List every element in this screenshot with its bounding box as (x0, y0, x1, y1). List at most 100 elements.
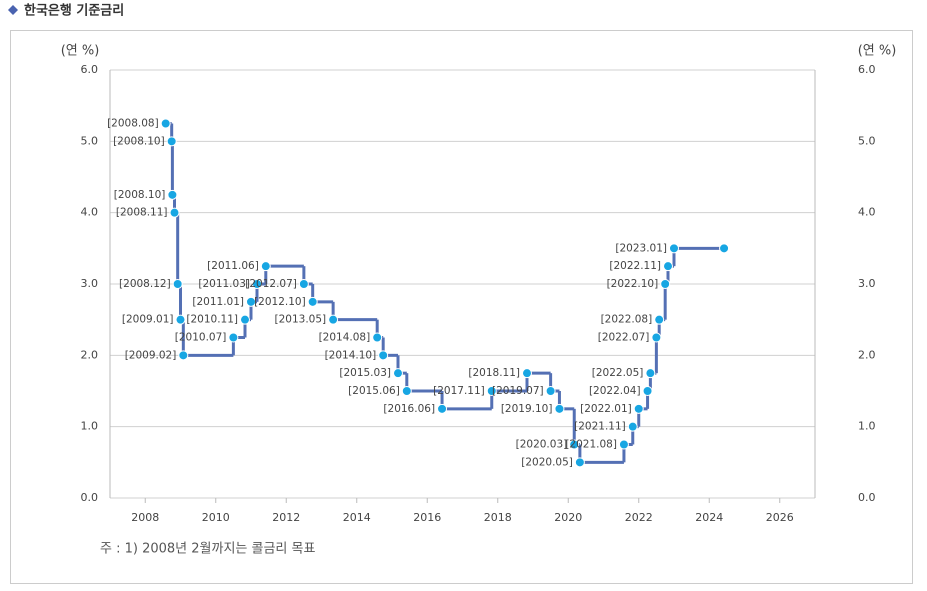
point-label: [2022.05] (592, 367, 644, 379)
point (522, 368, 533, 379)
y2-tick-label: 3.0 (858, 277, 876, 290)
point-label: [2008.10] (113, 135, 165, 147)
point (392, 368, 403, 379)
point-label: [2011.06] (207, 260, 259, 272)
x-tick-label: 2014 (343, 511, 371, 524)
point (486, 386, 497, 396)
point (160, 118, 171, 129)
point-label: [2012.07] (245, 278, 297, 290)
point-label: [2018.11] (468, 367, 520, 379)
point (437, 403, 448, 414)
point-label: [2008.11] (116, 207, 168, 219)
point (618, 439, 629, 450)
point (554, 403, 565, 414)
point-label: [2020.05] (521, 456, 573, 468)
y-tick-label: 0.0 (81, 491, 99, 504)
x-tick-label: 2022 (625, 511, 653, 524)
point-label: [2017.11] (433, 385, 485, 397)
point (719, 243, 730, 254)
point (663, 261, 674, 272)
frame (10, 30, 913, 584)
x-tick-label: 2012 (272, 511, 300, 524)
x-tick-label: 2024 (695, 511, 723, 524)
point-label: [2021.11] (574, 421, 626, 433)
point (328, 314, 339, 325)
point (178, 350, 189, 361)
point-label: [2016.06] (383, 403, 435, 415)
point-label: [2013.05] (275, 314, 327, 326)
y-tick-label: 4.0 (81, 206, 99, 219)
point (167, 189, 178, 200)
point (669, 243, 679, 254)
x-tick-label: 2026 (766, 511, 794, 524)
point-label: [2012.10] (254, 296, 306, 308)
point-label: [2019.10] (501, 403, 553, 415)
point (574, 457, 585, 468)
point-label: [2008.12] (119, 278, 171, 290)
point-label: [2022.10] (607, 278, 659, 290)
point (307, 296, 318, 307)
point (645, 368, 656, 379)
point (246, 296, 256, 307)
point (642, 386, 653, 396)
point (175, 314, 186, 325)
point-label: [2014.10] (325, 349, 377, 361)
y-tick-label: 2.0 (81, 348, 99, 361)
point-label: [2009.01] (122, 314, 174, 326)
point (627, 421, 638, 432)
chart-title: 한국은행 기준금리 (24, 3, 124, 19)
point-label: [2008.08] (107, 118, 159, 130)
y-tick-label: 1.0 (81, 420, 99, 433)
point (378, 350, 389, 361)
point (169, 207, 180, 218)
point-label: [2022.08] (601, 314, 653, 326)
point (260, 261, 271, 272)
y-tick-label: 3.0 (81, 277, 99, 290)
y2-tick-label: 2.0 (858, 348, 876, 361)
point (298, 279, 309, 289)
point-label: [2010.11] (186, 314, 238, 326)
point (172, 279, 183, 289)
y2-tick-label: 5.0 (858, 134, 876, 147)
y2-tick-label: 4.0 (858, 206, 876, 219)
point (166, 136, 177, 147)
y2-axis-label: (연 %) (858, 44, 897, 59)
point (240, 314, 251, 325)
point-label: [2021.08] (565, 439, 617, 451)
point-label: [2011.03] (198, 278, 250, 290)
point-label: [2015.03] (339, 367, 391, 379)
point (651, 332, 662, 343)
point (633, 403, 644, 414)
point (372, 332, 383, 343)
point-label: [2009.02] (125, 349, 177, 361)
point-label: [2022.07] (598, 332, 650, 344)
y-axis-label: (연 %) (61, 44, 100, 59)
y-tick-label: 5.0 (81, 134, 99, 147)
point (545, 386, 556, 396)
point-label: [2022.01] (580, 403, 632, 415)
point (569, 439, 580, 450)
point-label: [2023.01] (615, 242, 667, 254)
x-tick-label: 2010 (202, 511, 230, 524)
point-label: [2010.07] (175, 332, 227, 344)
point-label: [2022.11] (609, 260, 661, 272)
point (660, 279, 671, 289)
point-label: [2015.06] (348, 385, 400, 397)
x-tick-label: 2018 (484, 511, 512, 524)
y2-tick-label: 6.0 (858, 63, 876, 76)
y-tick-label: 6.0 (81, 63, 99, 76)
point-label: [2020.03] (516, 439, 568, 451)
point-label: [2019.07] (492, 385, 544, 397)
point (228, 332, 239, 343)
point-label: [2014.08] (319, 332, 371, 344)
x-tick-label: 2020 (554, 511, 582, 524)
point-label: [2022.04] (589, 385, 641, 397)
title-icon (8, 5, 18, 15)
point (401, 386, 412, 396)
point (654, 314, 665, 325)
point (251, 279, 262, 289)
footnote: 주 : 1) 2008년 2월까지는 콜금리 목표 (100, 542, 315, 557)
point-label: [2011.01] (192, 296, 244, 308)
y2-tick-label: 0.0 (858, 491, 876, 504)
